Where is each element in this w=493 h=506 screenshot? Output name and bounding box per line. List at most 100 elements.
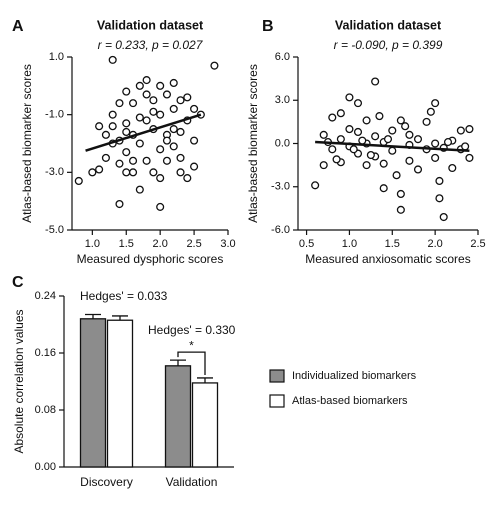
point [74, 176, 83, 186]
point [379, 159, 388, 168]
x-tick-label: 1.0 [85, 238, 100, 250]
point [396, 205, 405, 214]
point [122, 127, 131, 137]
point [88, 168, 97, 177]
point [115, 99, 124, 108]
point [311, 181, 320, 190]
x-tick-label: 2.0 [153, 238, 168, 250]
point [176, 168, 185, 177]
point [210, 61, 219, 70]
y-tick-label: 0.00 [35, 461, 56, 473]
chart-title: Validation dataset [97, 18, 204, 32]
y-tick-label: 0.24 [35, 290, 56, 302]
point [169, 142, 178, 151]
point [396, 189, 405, 199]
point [336, 109, 345, 118]
point [162, 136, 172, 145]
point [142, 90, 151, 99]
bar [79, 318, 107, 468]
point [319, 130, 328, 139]
point [176, 153, 185, 162]
chart-subtitle: r = -0.090, p = 0.399 [334, 38, 443, 52]
point [443, 138, 453, 147]
point [319, 161, 328, 170]
point [336, 135, 345, 144]
y-tick-label: 0.08 [35, 404, 56, 416]
point [345, 93, 354, 102]
point [461, 142, 470, 151]
annotation: Hedges' = 0.033 [80, 289, 168, 303]
point [422, 117, 431, 126]
point [162, 90, 172, 99]
point [448, 163, 457, 173]
point [426, 107, 435, 116]
point [405, 130, 414, 139]
point [162, 156, 172, 165]
point [142, 116, 151, 125]
point [465, 125, 474, 134]
y-axis-label: Atlas-based biomarker scores [20, 64, 34, 223]
error-bar [85, 313, 101, 319]
point [115, 200, 124, 209]
y-tick-label: 3.0 [275, 94, 290, 106]
x-axis-label: Measured anxiosomatic scores [305, 252, 470, 266]
panel-label: C [12, 274, 24, 291]
point [379, 184, 388, 193]
point [156, 81, 165, 90]
point [176, 127, 185, 137]
x-tick-label: 2.5 [470, 238, 485, 250]
point [431, 139, 440, 148]
point [388, 126, 397, 135]
fit-line [315, 140, 470, 152]
x-tick-label: 1.0 [342, 238, 357, 250]
point [128, 156, 138, 165]
y-tick-label: 0.16 [35, 347, 56, 359]
point [101, 130, 110, 139]
point [190, 162, 199, 171]
point [345, 125, 354, 134]
panel-label: B [262, 18, 274, 35]
point [135, 81, 144, 90]
point [169, 78, 178, 87]
point [190, 104, 199, 113]
y-tick-label: 1.0 [49, 51, 64, 63]
point [392, 171, 401, 180]
point [101, 153, 110, 162]
point [95, 165, 104, 174]
point [142, 76, 151, 85]
point [328, 145, 337, 154]
point [456, 126, 465, 135]
point [169, 104, 178, 113]
x-tick-label: 1.5 [119, 238, 134, 250]
point [383, 135, 393, 144]
y-tick-label: -1.0 [45, 109, 64, 121]
point [362, 161, 371, 170]
y-tick-label: -3.0 [271, 181, 290, 193]
point [149, 168, 158, 177]
point [108, 122, 117, 131]
point [401, 122, 410, 131]
point [156, 110, 165, 119]
point [413, 165, 423, 174]
x-tick-label: 2.5 [186, 238, 201, 250]
point [405, 156, 414, 165]
point [371, 77, 380, 86]
y-tick-label: 0.0 [275, 137, 290, 149]
annotation: * [189, 338, 194, 352]
point [122, 168, 131, 177]
error-bar [112, 315, 128, 321]
point [95, 122, 104, 131]
point [358, 136, 367, 145]
point [108, 110, 117, 119]
point [128, 168, 138, 177]
x-tick-label: Discovery [80, 475, 133, 489]
point [362, 116, 371, 125]
point [332, 155, 341, 164]
point [431, 99, 440, 108]
point [375, 112, 384, 121]
bar [164, 365, 192, 468]
chart-title: Validation dataset [335, 18, 442, 32]
chart-subtitle: r = 0.233, p = 0.027 [98, 38, 204, 52]
point [135, 139, 144, 148]
point [366, 150, 375, 160]
